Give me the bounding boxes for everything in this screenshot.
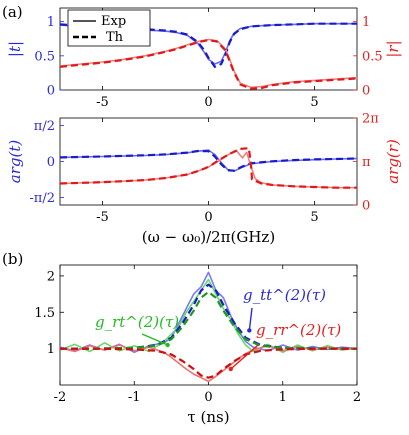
a_bottom-ytick-label-left: π/2	[34, 119, 55, 134]
b-plot-area	[60, 271, 357, 383]
a_bottom-ytick-label-left: -π/2	[29, 191, 55, 206]
a_bottom-xlabel: (ω − ω₀)/2π(GHz)	[142, 228, 275, 246]
a_bottom-xtick-label: -5	[96, 210, 109, 225]
b-series-4	[60, 290, 357, 350]
a_top-ytick-label-right: 0	[362, 84, 370, 99]
a_top-ytick-label-left: 0	[47, 84, 55, 99]
annotation-arrowhead-1	[165, 342, 170, 348]
annotation-arrow-2	[230, 344, 259, 370]
a_bottom-ylabel-right: arg(r)	[384, 139, 402, 184]
legend-box	[67, 9, 151, 47]
b-xtick-label: -1	[128, 390, 141, 405]
a_bottom-ylabel-left: arg(t)	[6, 140, 24, 184]
b-ytick-label: 1.5	[34, 306, 55, 321]
annotation-arrowhead-2	[228, 366, 233, 372]
a_bottom-ytick-label-left: 0	[47, 155, 55, 170]
a_top-xtick-label: -5	[96, 95, 109, 110]
annotation-0: g_tt^(2)(τ)	[243, 286, 326, 304]
a_top-ylabel-left: |t|	[6, 41, 24, 57]
annotation-arrow-1	[141, 333, 168, 346]
a_bottom-series-3	[60, 147, 357, 189]
a_top-xtick-label: 5	[310, 95, 318, 110]
a_top-ylabel-right: |r|	[384, 40, 402, 57]
a_top-panel-label: (a)	[2, 3, 23, 21]
a_top-ytick-label-right: 1	[362, 15, 370, 30]
annotation-1: g_rt^(2)(τ)	[95, 313, 179, 331]
b-xlabel: τ (ns)	[187, 408, 229, 426]
legend-label-exp: Exp	[101, 14, 126, 29]
a_bottom-ytick-label-right: π	[362, 155, 371, 170]
a_bottom-xtick-label: 5	[310, 210, 318, 225]
a_top-xtick-label: 0	[204, 95, 212, 110]
annotation-arrow-0	[248, 307, 253, 331]
b-xtick-label: 2	[353, 390, 361, 405]
b-ytick-label: 2	[47, 269, 55, 284]
a_bottom-ytick-label-right: 0	[362, 199, 370, 214]
b-xtick-label: 1	[279, 390, 287, 405]
b-series-2	[60, 344, 357, 383]
annotation-2: g_rr^(2)(τ)	[256, 321, 341, 339]
a_top-ytick-label-left: 0.5	[34, 49, 55, 64]
b-series-5	[60, 347, 357, 379]
annotation-arrowhead-0	[247, 328, 252, 333]
a_top-ytick-label-left: 1	[47, 15, 55, 30]
a_bottom-plot-area	[60, 147, 357, 189]
a_bottom-xtick-label: 0	[204, 210, 212, 225]
b-ytick-label: 1	[47, 342, 55, 357]
b-xtick-label: 0	[204, 390, 212, 405]
b-xtick-label: -2	[54, 390, 67, 405]
a_bottom-axes-frame	[59, 117, 358, 206]
b-panel-label: (b)	[2, 250, 23, 268]
legend-label-th: Th	[106, 30, 124, 45]
a_bottom-ytick-label-right: 2π	[362, 112, 379, 127]
a_top-series-3	[60, 39, 357, 90]
a_top-ytick-label-right: 0.5	[362, 49, 383, 64]
a_bottom-series-1	[60, 149, 357, 172]
